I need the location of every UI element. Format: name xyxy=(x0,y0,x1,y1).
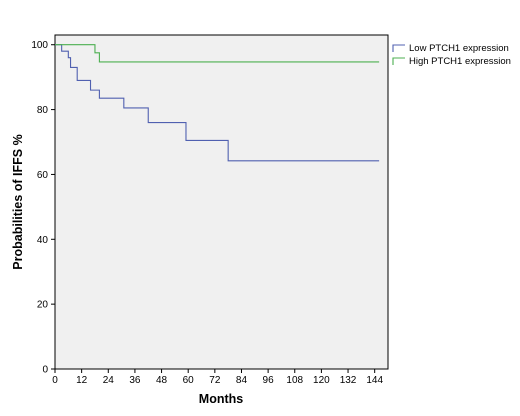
legend-label: Low PTCH1 expression xyxy=(409,43,509,54)
y-tick-label: 40 xyxy=(37,235,49,246)
x-tick-label: 60 xyxy=(183,375,195,386)
legend-label: High PTCH1 expression xyxy=(409,56,511,67)
x-axis-title: Months xyxy=(199,392,243,406)
y-tick-label: 0 xyxy=(42,365,48,376)
x-tick-label: 108 xyxy=(286,375,303,386)
series-line-high-ptch1 xyxy=(55,44,380,63)
y-tick-label: 60 xyxy=(37,170,49,181)
y-tick-label: 100 xyxy=(31,40,48,51)
x-tick-label: 72 xyxy=(209,375,221,386)
x-tick-label: 0 xyxy=(52,375,58,386)
legend: Low PTCH1 expression High PTCH1 expressio… xyxy=(392,43,511,67)
x-tick-label: 36 xyxy=(129,375,141,386)
x-tick-label: 120 xyxy=(313,375,330,386)
y-tick-label: 20 xyxy=(37,300,49,311)
x-axis: 0 12 24 36 48 60 72 84 96 108 120 132 144 xyxy=(52,369,383,386)
y-axis: 0 20 40 60 80 100 xyxy=(31,40,55,376)
x-tick-label: 24 xyxy=(103,375,115,386)
plot-area xyxy=(54,34,389,370)
x-tick-label: 48 xyxy=(156,375,168,386)
x-tick-label: 96 xyxy=(263,375,275,386)
y-tick-label: 80 xyxy=(37,105,49,116)
x-tick-label: 132 xyxy=(340,375,357,386)
y-axis-title: Probabilities of IFFS % xyxy=(11,134,25,269)
legend-swatch xyxy=(392,44,405,52)
x-tick-label: 12 xyxy=(76,375,88,386)
legend-swatch xyxy=(392,57,405,65)
series-line-low-ptch1 xyxy=(55,44,380,162)
x-tick-label: 144 xyxy=(366,375,383,386)
x-tick-label: 84 xyxy=(236,375,248,386)
survival-curves xyxy=(55,44,380,162)
